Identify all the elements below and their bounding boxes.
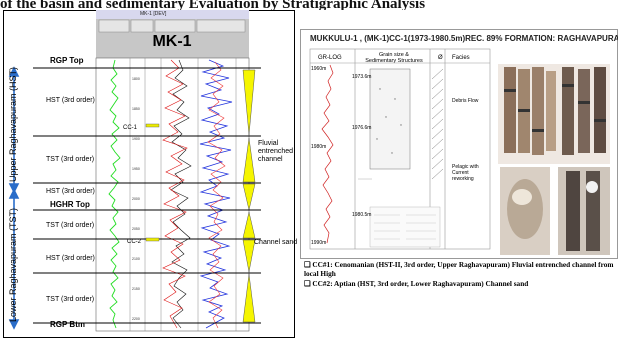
cycle-label: TST (3rd order) [46,156,95,163]
svg-text:2050: 2050 [132,227,140,231]
fluvial-channel-note: Fluvial entrenched channel [258,140,294,163]
col-header-grain: Grain size & Sedimentary Structures [365,52,423,64]
cycle-label: HST (3rd order) [46,255,95,262]
depth-label: 1973.6m [352,74,372,80]
facies-label: Debris Flow [452,98,479,104]
svg-text:2000: 2000 [132,197,140,201]
depth-label: 1976.6m [352,125,372,131]
caption-cc1: ❑ CC#1: Cenomanian (HST-II, 3rd order, U… [304,260,614,278]
svg-text:1950: 1950 [132,167,140,171]
depth-label: 1980m [311,144,327,150]
svg-text:1800: 1800 [132,77,140,81]
log-small-header: MK-1 [DEV] [140,11,167,17]
col-header-phi: Ø [438,55,443,61]
cycle-label: TST (3rd order) [46,222,95,229]
depth-label: 1980.5m [352,212,372,218]
svg-text:2100: 2100 [132,257,140,261]
cycle-label: TST (3rd order) [46,296,95,303]
upper-raghavapuram-label: Upper Raghavapuram (HST) [8,66,18,182]
well-title: MK-1 [152,33,192,50]
channel-sand-note: Channel sand [254,239,298,246]
caption-cc2: ❑ CC#2: Aptian (HST, 3rd order, Lower Ra… [304,279,529,288]
core-label-cc1: CC-1 [123,125,138,131]
depth-label: 1960m [311,66,327,72]
depth-label: 1990m [311,240,327,246]
cycle-label: HST (3rd order) [46,188,95,195]
svg-text:1900: 1900 [132,137,140,141]
core-label-cc2: CC-2 [127,239,142,245]
hghr-top-label: HGHR Top [50,200,90,209]
core-description-graphic [309,48,610,255]
col-header-grlog: GR-LOG [318,55,342,61]
rgp-top-label: RGP Top [50,56,84,65]
well-log-graphic: 1800 1850 1900 1950 2000 2050 2100 2150 2200 [8,10,261,332]
rgp-btm-label: RGP Btm [50,320,85,329]
svg-text:1850: 1850 [132,107,140,111]
cycle-label: HST (3rd order) [46,97,95,104]
core-panel-title: MUKKULU-1 , (MK-1)CC-1(1973-1980.5m)REC.… [310,34,618,43]
svg-text:2200: 2200 [132,317,140,321]
facies-label: Pelagic with Current reworking [452,164,479,182]
lower-raghavapuram-label: Lower Raghavapuram (TST) [8,207,18,322]
top-text: of the basin and sedimentary Evaluation … [0,0,426,10]
svg-text:2150: 2150 [132,287,140,291]
col-header-facies: Facies [452,55,470,61]
